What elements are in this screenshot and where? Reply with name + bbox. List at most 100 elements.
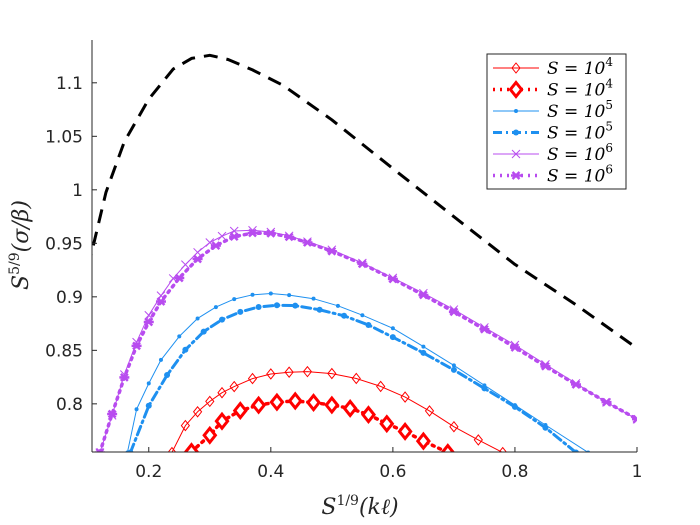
data-point-marker (498, 446, 507, 452)
data-point-marker (247, 228, 258, 238)
y-tick-label: 0.8 (56, 395, 83, 415)
data-point-marker (247, 372, 258, 385)
data-point-marker (601, 397, 612, 407)
legend-entry: S = 104 (493, 77, 613, 101)
data-point-marker (311, 296, 316, 301)
y-tick-label: 0.9 (56, 288, 83, 308)
data-point-marker (217, 386, 227, 399)
data-point-marker (440, 443, 455, 452)
data-point-marker (213, 305, 218, 310)
series-2 (183, 391, 455, 452)
data-point-marker (360, 405, 376, 425)
data-point-marker (268, 291, 273, 296)
data-point-marker (316, 306, 323, 313)
data-point-marker (351, 372, 361, 385)
data-point-marker (390, 326, 395, 331)
data-point-marker (324, 395, 340, 415)
series-6 (94, 228, 637, 452)
x-tick-label: 0.2 (135, 462, 162, 482)
data-point-marker (542, 424, 549, 431)
data-point-marker (540, 361, 551, 371)
data-point-marker (273, 302, 280, 309)
data-point-marker (119, 373, 130, 382)
data-point-marker (177, 334, 182, 339)
data-point-marker (210, 241, 221, 250)
x-tick-label: 1 (632, 462, 643, 482)
data-point-marker (167, 446, 177, 452)
data-point-marker (269, 392, 285, 412)
data-point-marker (509, 343, 520, 352)
data-point-marker (237, 308, 244, 315)
data-point-marker (341, 312, 348, 319)
data-point-marker (214, 411, 230, 431)
data-point-marker (164, 372, 171, 379)
data-point-marker (218, 316, 225, 323)
data-point-marker (326, 246, 337, 256)
data-point-marker (511, 149, 521, 159)
data-point-marker (195, 316, 200, 321)
data-point-marker (514, 109, 518, 113)
data-point-marker (287, 391, 303, 411)
data-point-marker (107, 409, 118, 419)
x-axis-label: S1/9(kℓ) (321, 493, 398, 520)
legend-label: S = 105 (547, 120, 613, 144)
data-point-marker (473, 434, 483, 446)
data-point-marker (229, 232, 240, 241)
data-point-marker (217, 231, 227, 241)
data-point-marker (143, 317, 154, 327)
data-point-marker (424, 405, 435, 417)
data-point-marker (265, 228, 276, 238)
data-point-marker (481, 385, 488, 392)
data-point-marker (511, 171, 521, 180)
legend-label: S = 105 (547, 98, 613, 122)
data-point-marker (155, 297, 166, 306)
data-point-marker (508, 80, 524, 99)
legend-label: S = 106 (547, 163, 613, 187)
data-point-marker (302, 365, 313, 378)
series-4 (127, 302, 579, 452)
legend-entry: S = 105 (493, 120, 613, 144)
data-point-marker (586, 450, 591, 452)
data-point-marker (250, 292, 255, 297)
data-point-marker (306, 393, 322, 412)
data-point-marker (360, 313, 365, 318)
data-point-marker (287, 293, 292, 298)
x-tick-label: 0.4 (257, 462, 284, 482)
data-point-marker (205, 395, 215, 408)
data-point-marker (192, 405, 203, 418)
data-point-marker (232, 297, 237, 302)
y-tick-label: 1 (72, 181, 83, 201)
data-point-marker (251, 395, 267, 415)
data-point-marker (127, 449, 134, 452)
data-point-marker (632, 414, 637, 424)
data-point-marker (376, 380, 386, 393)
y-tick-label: 0.95 (45, 234, 83, 254)
data-point-marker (284, 232, 295, 242)
data-point-marker (418, 290, 429, 300)
data-point-marker (284, 366, 294, 378)
data-point-marker (421, 344, 426, 349)
data-point-marker (513, 129, 519, 136)
y-tick-label: 1.1 (56, 74, 83, 94)
data-point-marker (302, 238, 313, 247)
legend-entry: S = 105 (493, 98, 613, 122)
data-point-marker (479, 324, 490, 334)
data-point-marker (365, 321, 372, 328)
x-tick-label: 0.6 (379, 462, 406, 482)
y-axis-label: S5/9(σ/β) (7, 200, 34, 290)
data-point-marker (181, 260, 190, 269)
legend-label: S = 104 (547, 55, 613, 79)
data-point-marker (511, 62, 521, 74)
data-point-marker (255, 303, 262, 310)
data-point-marker (180, 419, 191, 432)
data-point-marker (420, 349, 427, 356)
series-line (171, 371, 503, 452)
legend-entry: S = 106 (493, 141, 613, 165)
x-tick-label: 0.8 (501, 462, 528, 482)
data-point-marker (183, 442, 200, 452)
data-point-marker (389, 334, 396, 341)
series-3 (125, 291, 591, 452)
data-point-marker (266, 368, 276, 380)
